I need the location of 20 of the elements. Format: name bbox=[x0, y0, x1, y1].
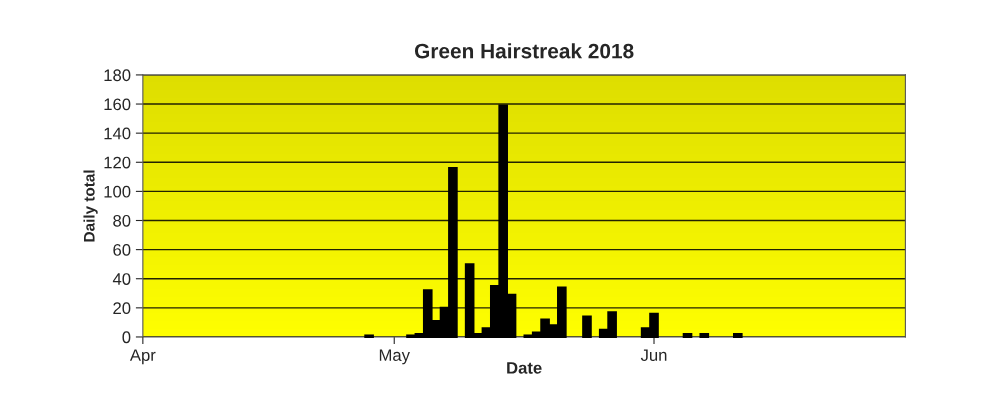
x-axis-title: Date bbox=[507, 362, 542, 374]
y-tick-label: 180 bbox=[104, 69, 131, 82]
y-tick-label: 160 bbox=[104, 98, 131, 111]
bar bbox=[582, 315, 592, 338]
y-tick-label: 80 bbox=[113, 214, 131, 227]
chart-title: Green Hairstreak 2018 bbox=[414, 43, 634, 59]
x-tick-label: May bbox=[379, 349, 410, 365]
y-tick-label: 20 bbox=[113, 302, 131, 315]
x-tick-label: Apr bbox=[129, 349, 156, 365]
y-tick-label: 0 bbox=[122, 331, 131, 344]
bar bbox=[682, 333, 693, 338]
bar bbox=[733, 333, 743, 338]
y-tick-label: 120 bbox=[104, 156, 131, 169]
y-tick-label: 140 bbox=[104, 127, 131, 140]
y-axis-title: Daily total bbox=[83, 170, 98, 242]
y-tick-label: 60 bbox=[113, 244, 131, 256]
y-tick-label: 100 bbox=[104, 185, 131, 198]
bar bbox=[699, 333, 710, 338]
x-tick-label: Jun bbox=[640, 349, 667, 362]
y-tick-label: 40 bbox=[112, 273, 131, 285]
